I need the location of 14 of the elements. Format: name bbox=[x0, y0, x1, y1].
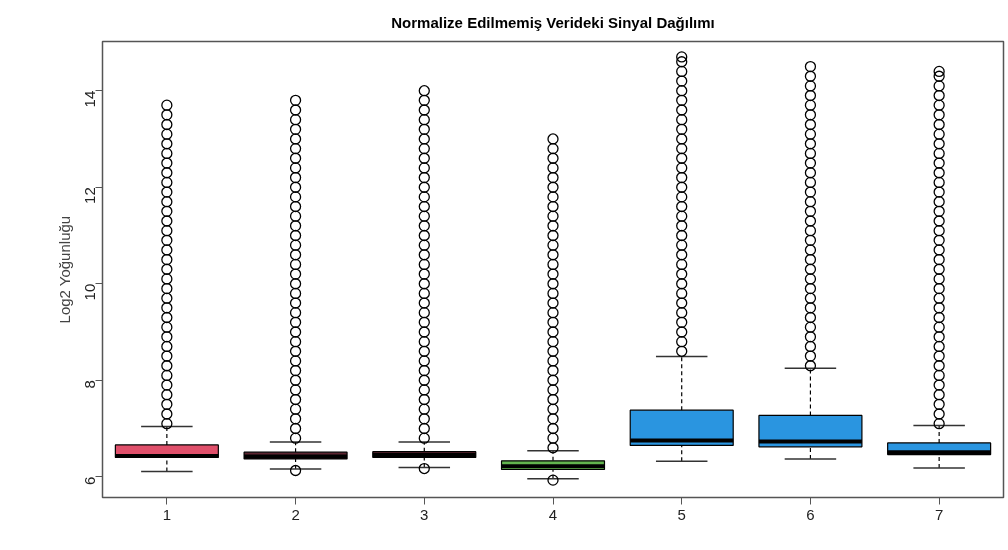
y-tick-label: 12 bbox=[81, 187, 99, 204]
x-tick-label: 6 bbox=[806, 505, 815, 523]
y-tick-label: 14 bbox=[81, 90, 99, 108]
x-tick-label: 5 bbox=[677, 505, 686, 523]
x-tick-label: 1 bbox=[162, 505, 172, 523]
x-tick-label: 7 bbox=[934, 505, 944, 523]
chart-title: Normalize Edilmemiş Verideki Sinyal Dağılımı bbox=[391, 13, 715, 31]
x-tick-label: 3 bbox=[420, 505, 429, 523]
y-tick-label: 8 bbox=[81, 380, 99, 389]
y-tick-label: 10 bbox=[81, 283, 99, 301]
y-tick-label: 6 bbox=[81, 476, 99, 486]
x-tick-label: 2 bbox=[291, 505, 300, 523]
y-axis-title: Log2 Yoğunluğu bbox=[55, 215, 73, 324]
x-tick-label: 4 bbox=[548, 505, 558, 523]
